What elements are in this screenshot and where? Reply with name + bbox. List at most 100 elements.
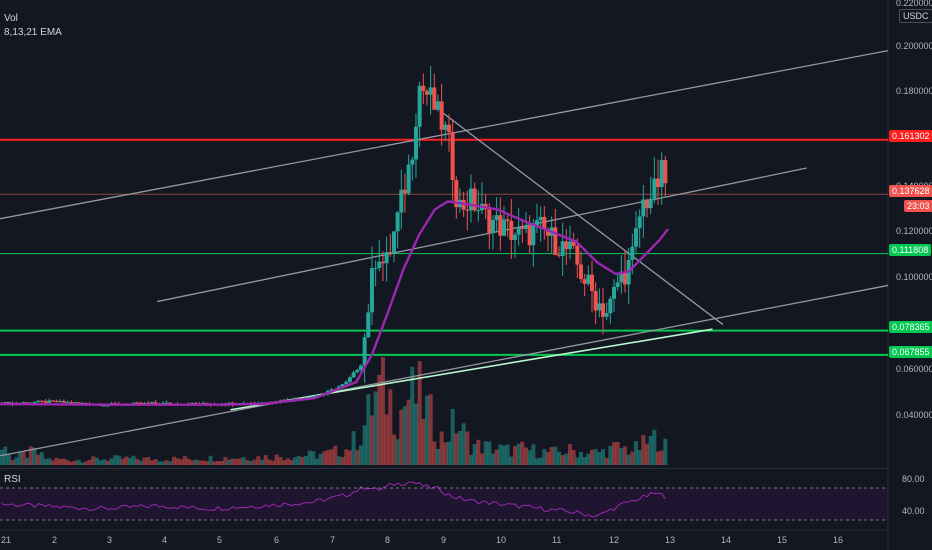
candle-body xyxy=(153,402,158,404)
candle-body xyxy=(487,209,492,234)
candle-body xyxy=(490,219,495,234)
candle-body xyxy=(76,402,81,404)
volume-bar xyxy=(545,451,550,465)
volume-bar xyxy=(380,357,385,465)
candle-body xyxy=(314,395,319,397)
volume-bar xyxy=(567,444,572,465)
volume-bar xyxy=(505,444,510,465)
volume-bar xyxy=(556,451,561,465)
rsi-tick-80: 80.00 xyxy=(902,474,925,484)
candle-body xyxy=(545,229,550,236)
volume-bar xyxy=(91,456,96,465)
candle-body xyxy=(164,402,169,404)
candle-body xyxy=(102,405,107,407)
candle-body xyxy=(656,178,661,188)
currency-badge[interactable]: USDC xyxy=(899,9,932,23)
volume-bar xyxy=(340,457,345,465)
volume-bar xyxy=(590,449,594,465)
volume-bar xyxy=(182,456,187,465)
time-tick-10: 11 xyxy=(552,535,562,545)
volume-bar xyxy=(560,455,565,465)
price-tag-support-1[interactable]: 0.111808 xyxy=(889,244,932,256)
candle-body xyxy=(410,159,415,165)
volume-bar xyxy=(171,456,176,465)
price-tag-support-2[interactable]: 0.078365 xyxy=(889,321,932,333)
volume-bar xyxy=(175,458,180,465)
volume-bar xyxy=(641,434,646,465)
volume-bar xyxy=(439,431,444,465)
candle-body xyxy=(388,252,393,254)
volume-bar xyxy=(659,450,664,465)
trend-line-2 xyxy=(157,167,807,303)
volume-bar xyxy=(619,447,624,465)
volume-bar xyxy=(58,459,63,465)
volume-bar xyxy=(443,442,448,465)
candle-body xyxy=(344,381,349,385)
volume-bar xyxy=(395,439,400,465)
volume-bar xyxy=(105,460,110,465)
price-tick-4: 0.120000 xyxy=(896,226,932,236)
candle-body xyxy=(72,402,77,404)
volume-bar xyxy=(586,453,591,465)
candle-body xyxy=(663,160,668,184)
rsi-tick-40: 40.00 xyxy=(902,506,925,516)
volume-bar xyxy=(358,445,363,465)
price-tag-resistance[interactable]: 0.161302 xyxy=(889,130,932,142)
candle-body xyxy=(645,199,650,209)
vol-legend[interactable]: Vol xyxy=(4,13,18,24)
volume-bar xyxy=(234,458,239,465)
candle-body xyxy=(472,188,477,211)
ema-line xyxy=(0,200,669,406)
candle-body xyxy=(652,178,657,199)
volume-bar xyxy=(369,415,374,465)
candle-body xyxy=(575,245,580,265)
candle-body xyxy=(501,219,506,236)
volume-bar xyxy=(116,455,121,465)
candle-body xyxy=(362,337,367,366)
candle-body xyxy=(380,261,385,264)
time-tick-11: 12 xyxy=(609,535,620,545)
candle-body xyxy=(135,402,140,404)
volume-bar xyxy=(373,391,378,465)
volume-bar xyxy=(601,449,606,465)
candle-body xyxy=(358,365,363,370)
candle-body xyxy=(329,389,334,391)
volume-bar xyxy=(0,449,4,465)
ema-legend[interactable]: 8,13,21 EMA xyxy=(4,27,62,38)
volume-bar xyxy=(131,455,136,465)
candle-body xyxy=(21,402,26,404)
volume-bar xyxy=(124,456,129,465)
volume-bar xyxy=(538,457,543,465)
volume-bar xyxy=(479,453,484,465)
volume-bar xyxy=(226,459,231,465)
price-tick-2: 0.180000 xyxy=(896,86,932,96)
candle-body xyxy=(593,290,598,311)
volume-bar xyxy=(472,444,477,465)
candle-body xyxy=(505,219,510,221)
volume-bar xyxy=(406,399,411,465)
volume-bar xyxy=(204,461,209,465)
volume-bar xyxy=(608,445,613,465)
candle-body xyxy=(538,216,543,221)
volume-bar xyxy=(153,458,158,465)
candle-body xyxy=(369,268,374,313)
price-tick-5: 0.100000 xyxy=(896,272,932,282)
candle-body xyxy=(582,279,587,284)
volume-bar xyxy=(612,442,617,465)
candle-body xyxy=(395,212,400,232)
price-tag-last[interactable]: 0.137628 xyxy=(889,185,932,197)
candle-body xyxy=(494,215,499,220)
candle-body xyxy=(355,369,360,373)
candle-body xyxy=(406,164,411,194)
time-tick-8: 9 xyxy=(441,535,447,545)
volume-bar xyxy=(307,450,312,465)
candle-body xyxy=(476,210,481,212)
volume-bar xyxy=(278,457,283,465)
candle-body xyxy=(659,160,664,188)
price-tag-support-3[interactable]: 0.067855 xyxy=(889,346,932,358)
volume-bar xyxy=(336,456,341,465)
rsi-legend[interactable]: RSI xyxy=(4,474,21,485)
candle-body xyxy=(590,274,594,291)
candle-body xyxy=(160,402,165,405)
